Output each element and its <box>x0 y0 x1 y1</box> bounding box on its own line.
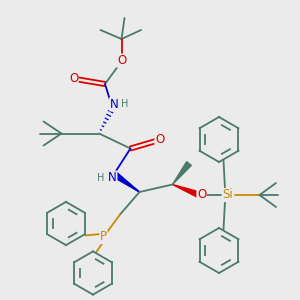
Text: Si: Si <box>223 188 233 202</box>
Text: O: O <box>117 54 126 67</box>
Polygon shape <box>112 172 140 192</box>
Polygon shape <box>172 184 201 198</box>
Text: O: O <box>155 133 164 146</box>
Text: H: H <box>97 172 104 183</box>
Text: N: N <box>108 171 117 184</box>
Text: O: O <box>69 71 78 85</box>
Text: N: N <box>110 98 118 111</box>
Polygon shape <box>172 162 191 184</box>
Text: H: H <box>122 99 129 110</box>
Text: P: P <box>100 230 107 244</box>
Text: O: O <box>197 188 206 202</box>
